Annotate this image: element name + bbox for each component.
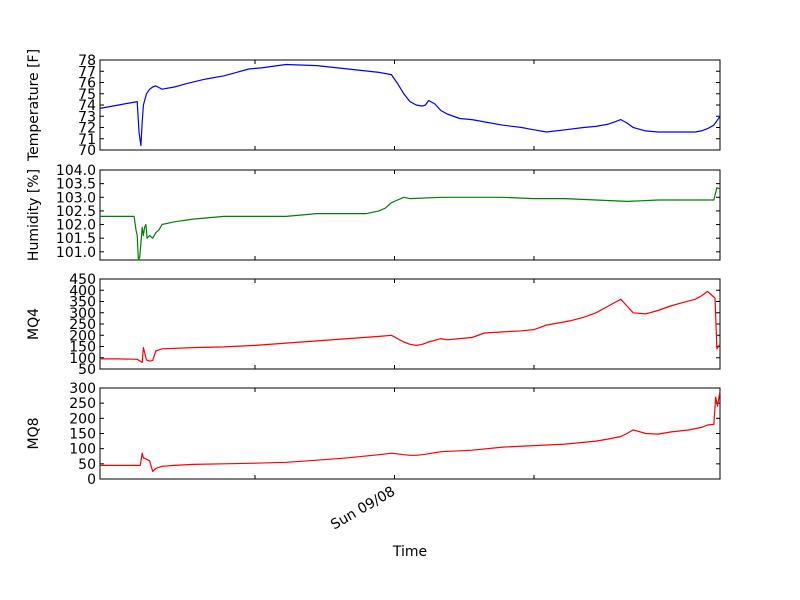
humidity-ytick-label: 103.5 <box>56 177 96 193</box>
mq4-ytick-label: 100 <box>69 351 96 367</box>
humidity-ytick-label: 102.5 <box>56 204 96 220</box>
mq4-ytick-label: 200 <box>69 328 96 344</box>
temperature-y-axis-label: Temperature [F] <box>26 49 42 162</box>
mq8-ytick-label: 0 <box>87 472 96 488</box>
mq8-ytick-label: 100 <box>69 442 96 458</box>
mq8-ytick-label: 150 <box>69 427 96 443</box>
mq4-ytick-label: 150 <box>69 340 96 356</box>
mq4-ytick-label: 50 <box>78 362 96 378</box>
humidity-y-axis-label: Humidity [%] <box>26 169 42 261</box>
mq4-ytick-label: 350 <box>69 295 96 311</box>
mq4-ytick-label: 450 <box>69 272 96 288</box>
temperature-ytick-label: 70 <box>78 143 96 159</box>
mq8-series-line <box>100 390 721 472</box>
mq8-ytick-label: 300 <box>69 381 96 397</box>
temperature-ytick-label: 77 <box>78 64 96 80</box>
mq8-ytick-label: 200 <box>69 411 96 427</box>
mq4-ytick-label: 250 <box>69 317 96 333</box>
temperature-ytick-label: 74 <box>78 98 96 114</box>
mq4-ytick-label: 300 <box>69 306 96 322</box>
temperature-ytick-label: 71 <box>78 132 96 148</box>
temperature-ytick-label: 76 <box>78 76 96 92</box>
humidity-ytick-label: 101.5 <box>56 231 96 247</box>
mq4-y-axis-label: MQ4 <box>26 308 42 340</box>
humidity-series-line <box>100 187 721 261</box>
temperature-ytick-label: 75 <box>78 87 96 103</box>
humidity-ytick-label: 104.0 <box>56 163 96 179</box>
mq8-y-axis-label: MQ8 <box>26 417 42 449</box>
humidity-ytick-label: 101.0 <box>56 245 96 261</box>
mq8-ytick-label: 50 <box>78 457 96 473</box>
mq4-series-line <box>100 290 721 363</box>
humidity-ytick-label: 102.0 <box>56 218 96 234</box>
mq8-ytick-label: 250 <box>69 396 96 412</box>
temperature-series-line <box>99 63 721 147</box>
temperature-ytick-label: 72 <box>78 121 96 137</box>
humidity-axes-frame <box>99 169 721 261</box>
x-axis-label: Time <box>392 544 427 560</box>
x-tick-label: Sun 09/08 <box>328 484 398 534</box>
mq4-axes-frame <box>99 278 721 370</box>
temperature-ytick-label: 78 <box>78 53 96 69</box>
temperature-axes-frame <box>99 59 721 151</box>
mq4-ytick-label: 400 <box>69 283 96 299</box>
humidity-ytick-label: 103.0 <box>56 190 96 206</box>
temperature-ytick-label: 73 <box>78 109 96 125</box>
